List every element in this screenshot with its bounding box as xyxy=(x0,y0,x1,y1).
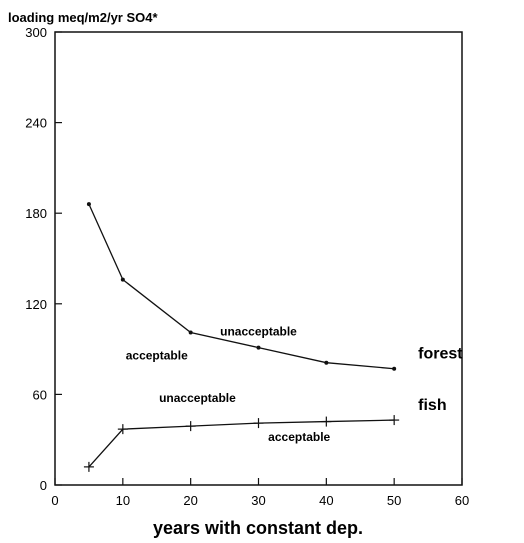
data-point-fish xyxy=(253,418,264,429)
chart-title: loading meq/m2/yr SO4* xyxy=(8,10,158,25)
region-annotation: unacceptable xyxy=(220,325,297,339)
data-point-forest xyxy=(256,345,261,350)
data-point-fish xyxy=(389,415,400,426)
region-annotation: acceptable xyxy=(268,430,330,444)
y-tick-label: 240 xyxy=(25,116,47,131)
series-label-forest: forest xyxy=(418,346,463,363)
data-point-fish xyxy=(321,416,332,427)
data-point-forest xyxy=(324,360,329,365)
region-annotation: acceptable xyxy=(126,349,188,363)
annotation-layer: unacceptable acceptable unacceptable accept… xyxy=(126,325,331,445)
plot-area-frame xyxy=(54,31,463,486)
y-tick-label: 0 xyxy=(40,478,47,493)
series-layer: forest fish xyxy=(83,202,463,472)
data-point-forest xyxy=(120,277,125,282)
region-annotation: unacceptable xyxy=(159,391,236,405)
data-point-forest xyxy=(188,330,193,335)
x-tick-label: 30 xyxy=(251,493,265,508)
y-tick-label: 120 xyxy=(25,297,47,312)
y-tick-label: 300 xyxy=(25,25,47,40)
x-tick-label: 50 xyxy=(387,493,401,508)
x-tick-label: 0 xyxy=(51,493,58,508)
data-point-fish xyxy=(117,424,128,435)
x-axis: 0 10 20 30 40 50 60 xyxy=(51,478,469,508)
series-label-fish: fish xyxy=(418,397,446,414)
x-tick-label: 20 xyxy=(183,493,197,508)
data-point-forest xyxy=(392,366,397,371)
data-point-fish xyxy=(83,461,94,472)
series-line-fish xyxy=(88,419,395,468)
x-tick-label: 10 xyxy=(116,493,130,508)
y-axis: 0 60 120 180 240 300 xyxy=(25,25,62,493)
y-tick-label: 60 xyxy=(33,387,47,402)
x-tick-label: 40 xyxy=(319,493,333,508)
data-point-forest xyxy=(86,202,91,207)
x-axis-label: years with constant dep. xyxy=(153,518,363,538)
data-point-fish xyxy=(185,421,196,432)
y-tick-label: 180 xyxy=(25,206,47,221)
x-tick-label: 60 xyxy=(455,493,469,508)
series-line-forest xyxy=(88,203,395,370)
